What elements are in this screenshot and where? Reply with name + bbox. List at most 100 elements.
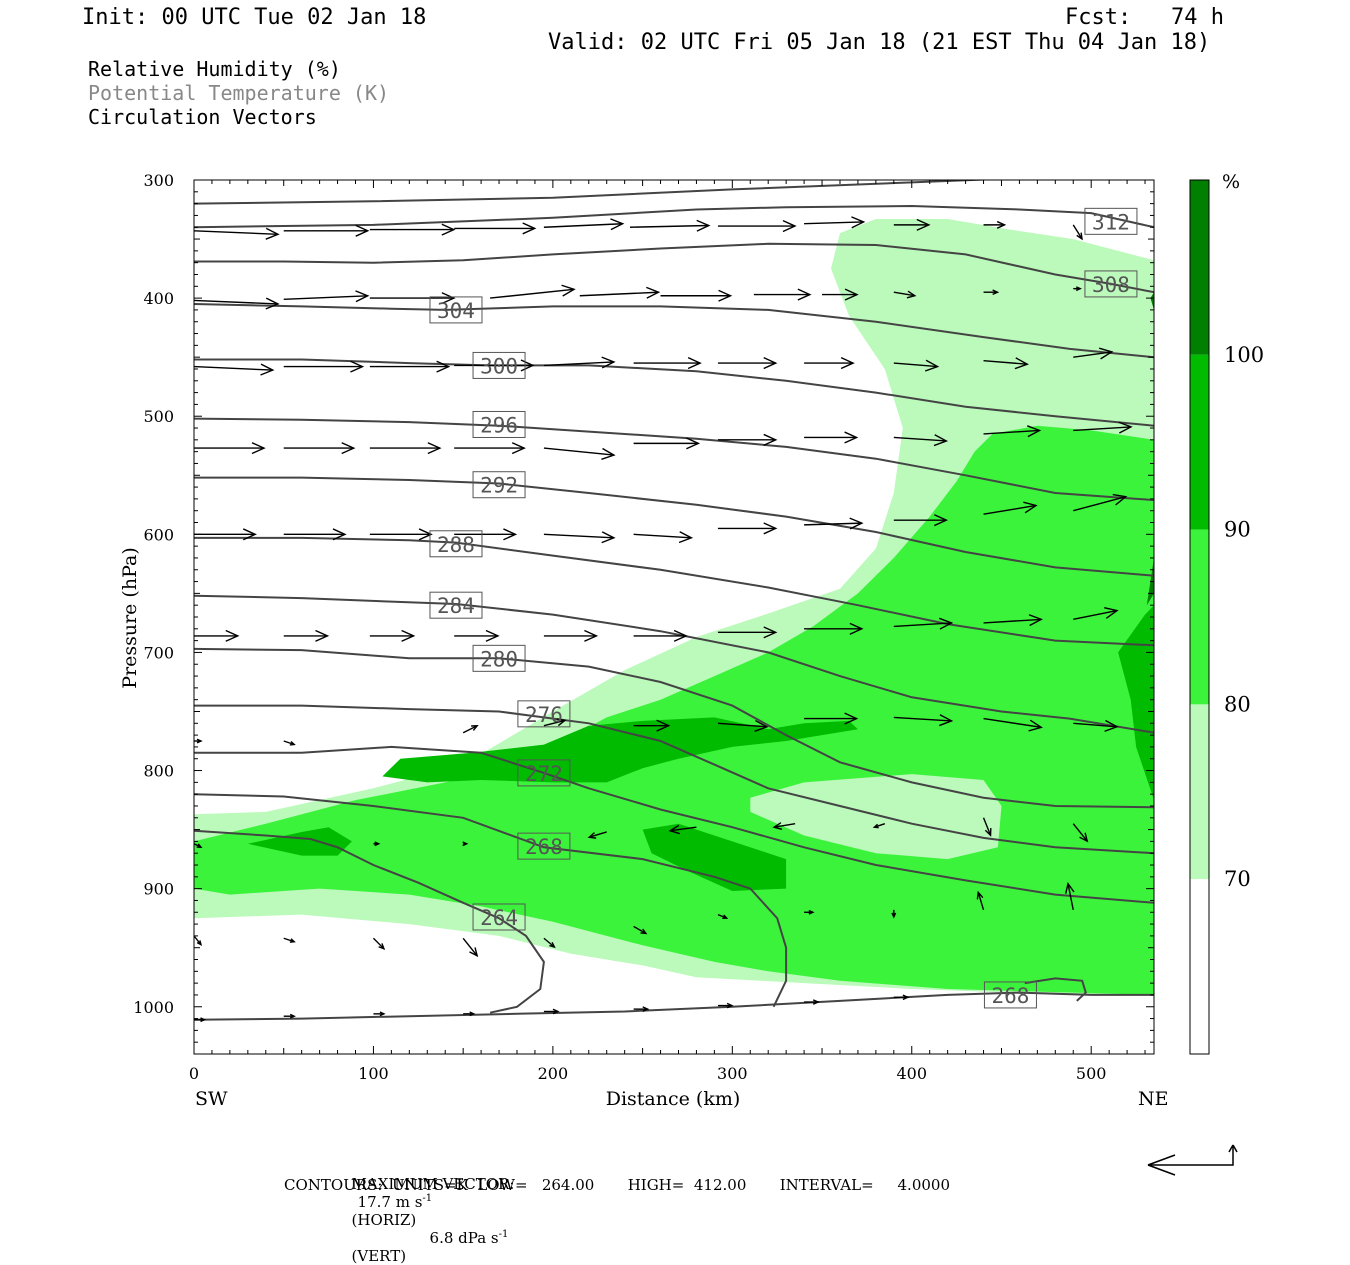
theta-contour-300	[194, 358, 1154, 427]
circulation-vector	[283, 360, 365, 373]
circulation-vector	[194, 528, 257, 541]
rh-region-90	[642, 823, 787, 891]
circulation-vector	[983, 501, 1038, 515]
circulation-vector	[454, 222, 537, 235]
max-vector-horiz-unit: (HORIZ)	[351, 1211, 417, 1229]
circulation-vector	[983, 614, 1043, 627]
contour-label-292: 292	[480, 474, 518, 498]
circulation-vector	[369, 442, 442, 455]
circulation-vector	[543, 718, 567, 727]
colorbar-label: 90	[1224, 518, 1251, 542]
circulation-vector	[194, 363, 275, 376]
contour-label-268: 268	[525, 835, 563, 859]
x-tick-label: 200	[538, 1064, 569, 1083]
y-tick-label: 500	[143, 407, 174, 426]
colorbar-label: 80	[1224, 692, 1251, 716]
circulation-vector	[893, 290, 917, 299]
vert-exponent: -1	[498, 1229, 509, 1240]
rh-region-100	[1150, 292, 1154, 310]
circulation-vector	[283, 224, 370, 237]
circulation-vector	[463, 1011, 476, 1017]
contour-label-box	[472, 644, 526, 672]
theta-contour-268	[194, 991, 1154, 1021]
valid-time: Valid: 02 UTC Fri 05 Jan 18 (21 EST Thu …	[548, 30, 1211, 55]
circulation-vector	[369, 629, 416, 642]
circulation-vector	[1065, 881, 1075, 911]
circulation-vector	[976, 890, 985, 911]
circulation-vector	[630, 219, 711, 232]
rh-region-90	[1118, 605, 1154, 801]
init-time: Init: 00 UTC Tue 02 Jan 18	[82, 5, 427, 30]
circulation-vector	[283, 528, 347, 541]
y-tick-label: 400	[143, 289, 174, 308]
circulation-vector	[194, 297, 280, 310]
circulation-vector	[668, 824, 697, 835]
contour-label-box	[517, 832, 571, 860]
legend-theta: Potential Temperature (K)	[88, 81, 390, 105]
contour-label-284: 284	[437, 594, 475, 618]
circulation-vector	[543, 937, 556, 949]
contour-label-304: 304	[437, 299, 475, 323]
theta-contour-292	[194, 476, 1154, 577]
circulation-vector	[633, 1006, 650, 1012]
circulation-vector	[372, 937, 386, 950]
circulation-vector	[454, 442, 526, 455]
circulation-vector	[283, 740, 296, 746]
contour-label-box	[983, 981, 1037, 1009]
circulation-vector	[804, 999, 820, 1005]
circulation-vector	[1073, 606, 1119, 621]
horiz-exponent: -1	[422, 1193, 433, 1204]
circulation-vector	[194, 442, 266, 455]
circulation-vector	[194, 227, 280, 240]
circulation-vector	[373, 1011, 386, 1017]
circulation-vector	[660, 289, 733, 302]
reference-vector-icon	[1147, 1144, 1238, 1176]
theta-contour-272	[194, 745, 1154, 904]
circulation-vector	[717, 357, 778, 370]
contour-label-box	[472, 351, 526, 379]
y-tick-label: 700	[143, 643, 174, 662]
circulation-vector	[822, 288, 859, 301]
circulation-vector	[891, 909, 897, 919]
circulation-vector	[1073, 421, 1133, 434]
contour-label-280: 280	[480, 647, 518, 671]
theta-contour-284	[194, 594, 1154, 734]
circulation-vector	[893, 359, 940, 372]
circulation-vector	[194, 935, 203, 946]
y-tick-label: 1000	[133, 998, 174, 1017]
circulation-vector	[804, 622, 864, 635]
contour-label-box	[472, 903, 526, 931]
circulation-vector	[633, 925, 648, 935]
contour-label-box	[472, 410, 526, 438]
max-vector-horiz: 17.7 m s	[357, 1193, 423, 1211]
circulation-vector	[454, 528, 518, 541]
circulation-vector	[983, 289, 1000, 296]
theta-contour-308	[194, 242, 1154, 294]
circulation-vector	[983, 220, 1007, 229]
y-tick-label: 300	[143, 171, 174, 190]
x-tick-label: 500	[1076, 1064, 1107, 1083]
circulation-vector	[633, 629, 688, 642]
rh-region-70	[750, 774, 1002, 860]
circulation-vector	[543, 447, 616, 460]
circulation-vector	[369, 292, 456, 305]
circulation-vector	[490, 284, 576, 299]
y-tick-label: 800	[143, 762, 174, 781]
circulation-vector	[373, 841, 381, 847]
circulation-vector	[543, 356, 616, 369]
x-tick-label: 400	[896, 1064, 927, 1083]
x-tick-label: 0	[189, 1064, 199, 1083]
circulation-vector	[633, 357, 702, 370]
circulation-vector	[804, 216, 866, 229]
contour-label-box	[429, 591, 483, 619]
circulation-vector	[717, 913, 729, 920]
circulation-vector	[983, 717, 1043, 732]
circulation-vector	[587, 831, 607, 839]
theta-contour-268	[1024, 977, 1087, 1002]
circulation-vector	[1073, 347, 1114, 360]
theta-contour-304	[194, 303, 1154, 359]
circulation-vector	[283, 629, 330, 642]
circulation-vector	[893, 994, 910, 1001]
circulation-vector	[369, 528, 433, 541]
legend-circulation: Circulation Vectors	[88, 105, 317, 129]
